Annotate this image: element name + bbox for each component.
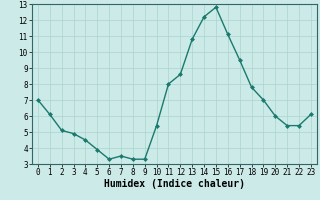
- X-axis label: Humidex (Indice chaleur): Humidex (Indice chaleur): [104, 179, 245, 189]
